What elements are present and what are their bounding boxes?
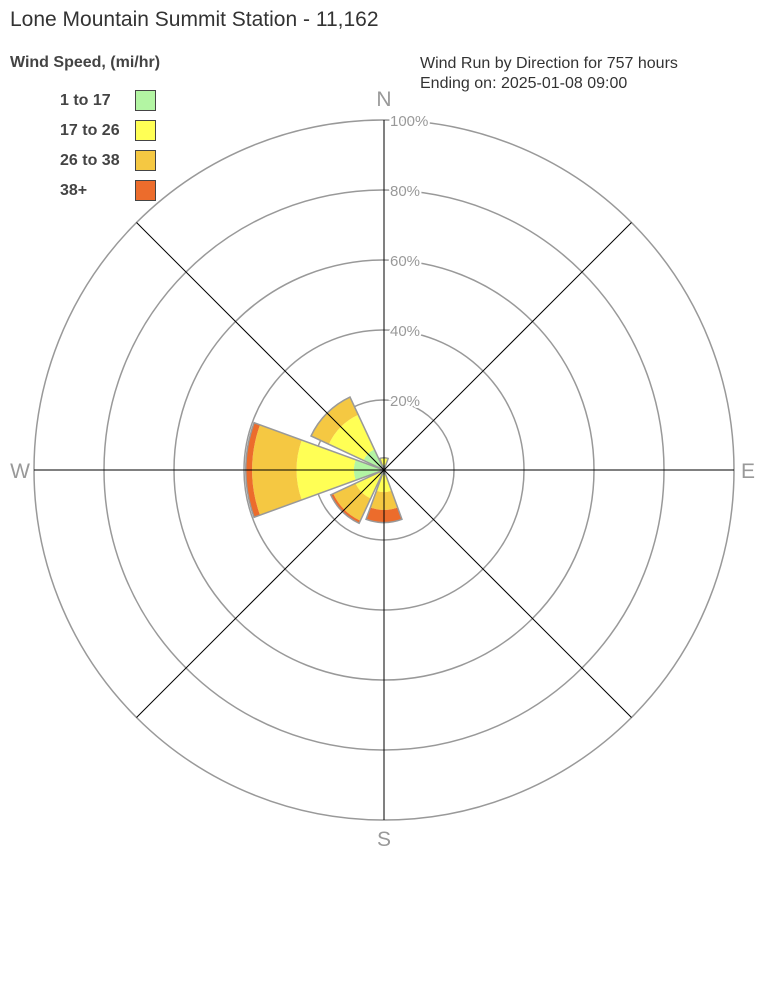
legend-item: 17 to 26 (60, 120, 160, 150)
chart-title: Lone Mountain Summit Station - 11,162 (10, 8, 379, 31)
ring-label: 20% (390, 393, 420, 410)
wedge-w-bin-3 (245, 422, 261, 518)
compass-label-e: E (741, 460, 755, 483)
legend: 1 to 17 17 to 26 26 to 38 38+ (60, 90, 160, 210)
legend-item: 26 to 38 (60, 150, 160, 180)
legend-swatch (135, 120, 156, 141)
subtitle-line-1: Wind Run by Direction for 757 hours (420, 55, 678, 72)
legend-label: 17 to 26 (60, 122, 120, 139)
legend-label: 26 to 38 (60, 152, 120, 169)
legend-item: 38+ (60, 180, 160, 210)
legend-item: 1 to 17 (60, 90, 160, 120)
legend-swatch (135, 90, 156, 111)
legend-label: 1 to 17 (60, 92, 111, 109)
legend-title: Wind Speed, (mi/hr) (10, 54, 161, 71)
legend-swatch (135, 150, 156, 171)
ring-label: 100% (390, 113, 428, 130)
legend-swatch (135, 180, 156, 201)
ring-label: 40% (390, 323, 420, 340)
legend-label: 38+ (60, 182, 88, 199)
ring-label: 80% (390, 183, 420, 200)
compass-label-w: W (10, 460, 30, 483)
compass-label-s: S (377, 828, 391, 851)
subtitle-line-2: Ending on: 2025-01-08 09:00 (420, 75, 628, 92)
chart-subtitle: Wind Run by Direction for 757 hours Endi… (420, 54, 678, 94)
spoke-line (136, 222, 632, 718)
ring-label: 60% (390, 253, 420, 270)
wedge-sw-bin-3 (330, 493, 361, 524)
compass-label-n: N (376, 88, 391, 111)
